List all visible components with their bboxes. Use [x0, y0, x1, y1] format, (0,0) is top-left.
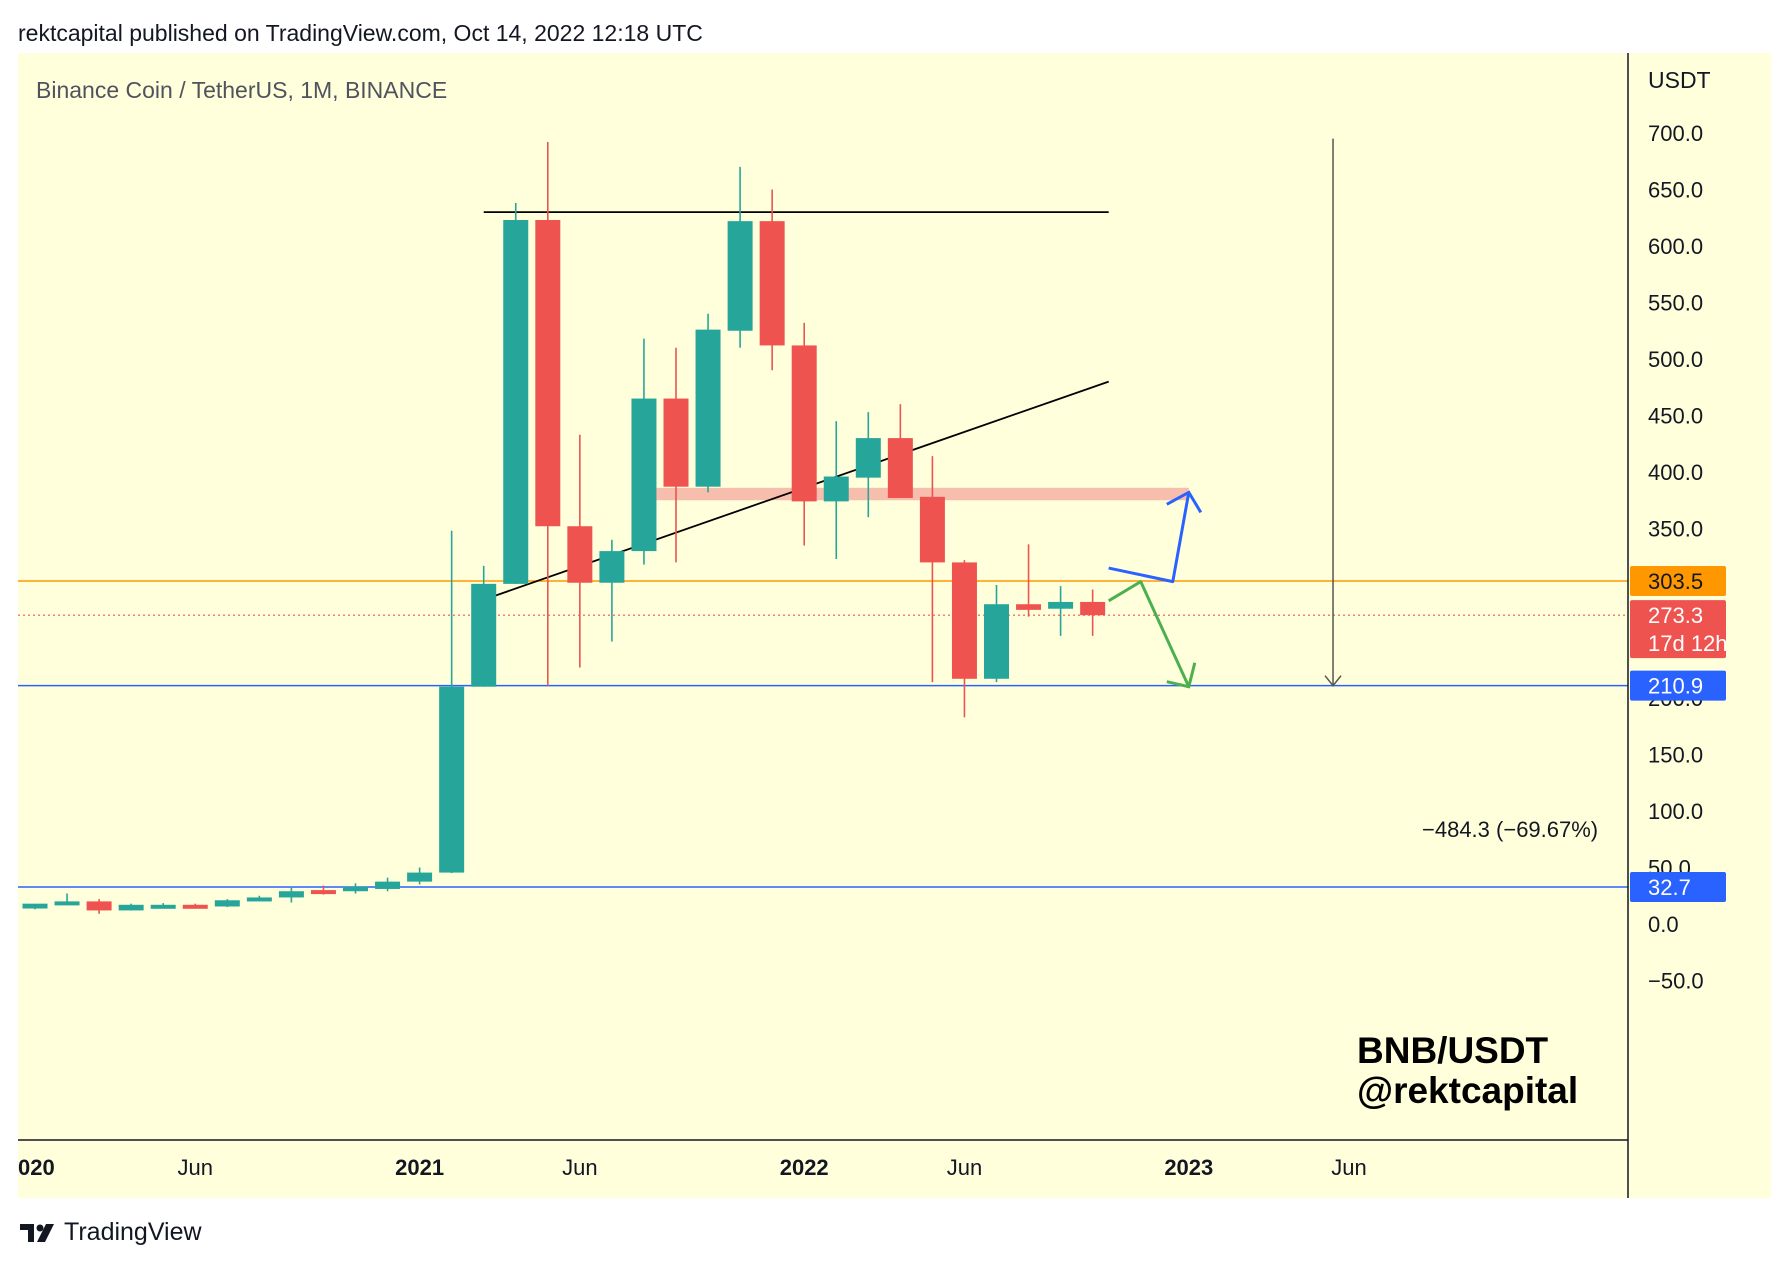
candle-body-2020-09 [278, 891, 304, 898]
last-price-tag: 273.3 [1648, 603, 1703, 628]
x-tick-label: 2021 [395, 1155, 444, 1180]
last-price-tag-countdown: 17d 12h [1648, 631, 1728, 656]
candle-body-2020-08 [246, 897, 272, 902]
candle-body-2021-09 [663, 398, 689, 487]
last-price-tag-bg [1630, 600, 1726, 659]
chart-background [18, 53, 1771, 1198]
y-tick-label: 600.0 [1648, 234, 1703, 259]
y-tick-label: 700.0 [1648, 121, 1703, 146]
y-tick-label: 400.0 [1648, 460, 1703, 485]
candle-body-2021-04 [503, 220, 529, 584]
candle-body-2022-05 [919, 496, 945, 563]
orange-level-price-tag-bg [1630, 566, 1726, 597]
candle-body-2021-02 [439, 686, 465, 873]
blue-support-lower-price-tag: 32.7 [1648, 875, 1691, 900]
tradingview-logo-icon [20, 1223, 54, 1242]
candle-body-2020-06 [182, 904, 208, 909]
candle-body-2021-11 [727, 221, 753, 331]
y-tick-label: 100.0 [1648, 799, 1703, 824]
candle-body-2021-12 [759, 221, 785, 346]
tradingview-brand: TradingView [64, 1218, 202, 1246]
x-tick-label: 2023 [1164, 1155, 1213, 1180]
candle-body-2021-01 [407, 872, 433, 882]
candle-body-2022-06 [951, 562, 977, 679]
candle-body-2021-05 [535, 220, 561, 527]
x-tick-label: Jun [562, 1155, 597, 1180]
y-tick-label: 650.0 [1648, 178, 1703, 203]
candle-body-2020-05 [150, 904, 176, 909]
watermark-handle: @rektcapital [1357, 1070, 1578, 1111]
chart-title: Binance Coin / TetherUS, 1M, BINANCE [36, 77, 447, 103]
candle-body-2021-03 [471, 583, 497, 687]
x-tick-label: 2022 [780, 1155, 829, 1180]
currency-label: USDT [1648, 67, 1711, 93]
bearish-path-arrow [1107, 580, 1191, 688]
measure-label: −484.3 (−69.67%) [1422, 817, 1598, 842]
watermark-symbol: BNB/USDT [1357, 1030, 1549, 1071]
candle-body-2021-07 [599, 551, 625, 583]
candle-body-2022-01 [791, 345, 817, 502]
publish-info: rektcapital published on TradingView.com… [18, 20, 703, 46]
blue-support-lower-price-tag-bg [1630, 872, 1726, 903]
y-tick-label: 500.0 [1648, 347, 1703, 372]
candle-body-2020-01 [22, 903, 48, 909]
candle-body-2022-03 [855, 438, 881, 478]
tradingview-logo[interactable]: TradingView [20, 1218, 202, 1247]
bearish-arrowhead [1166, 662, 1197, 689]
candle-body-2021-06 [567, 526, 593, 583]
candle-body-2020-11 [343, 886, 368, 892]
bullish-path-arrow [1108, 492, 1191, 584]
orange-level-price-tag: 303.5 [1648, 569, 1703, 594]
blue-support-upper-price-tag: 210.9 [1648, 674, 1703, 699]
y-tick-label: −50.0 [1648, 969, 1704, 994]
y-tick-label: 550.0 [1648, 291, 1703, 316]
bullish-arrowhead [1166, 490, 1203, 514]
y-tick-label: 350.0 [1648, 517, 1703, 542]
resistance-zone [643, 487, 1189, 501]
x-tick-label: Jun [178, 1155, 213, 1180]
y-tick-label: 0.0 [1648, 912, 1679, 937]
blue-support-upper-price-tag-bg [1630, 670, 1726, 701]
candle-body-2022-09 [1048, 601, 1074, 609]
x-tick-label: Jun [1331, 1155, 1366, 1180]
candle-body-2022-02 [823, 476, 849, 502]
x-tick-label: 020 [18, 1155, 55, 1180]
candle-body-2021-10 [695, 329, 721, 487]
candle-body-2020-03 [86, 901, 112, 911]
candle-body-2022-10 [1080, 601, 1106, 616]
candle-body-2020-02 [54, 901, 80, 906]
candle-body-2021-08 [631, 398, 657, 552]
candle-body-2022-07 [984, 604, 1009, 679]
candle-body-2020-12 [375, 881, 401, 889]
candle-body-2020-10 [310, 890, 336, 895]
x-tick-label: Jun [947, 1155, 982, 1180]
measure-arrowhead [1324, 675, 1342, 687]
candle-body-2022-04 [887, 438, 913, 498]
y-tick-label: 150.0 [1648, 743, 1703, 768]
candle-body-2020-07 [214, 900, 240, 907]
candle-body-2020-04 [118, 904, 144, 911]
candle-body-2022-08 [1016, 604, 1042, 610]
y-tick-label: 450.0 [1648, 404, 1703, 429]
